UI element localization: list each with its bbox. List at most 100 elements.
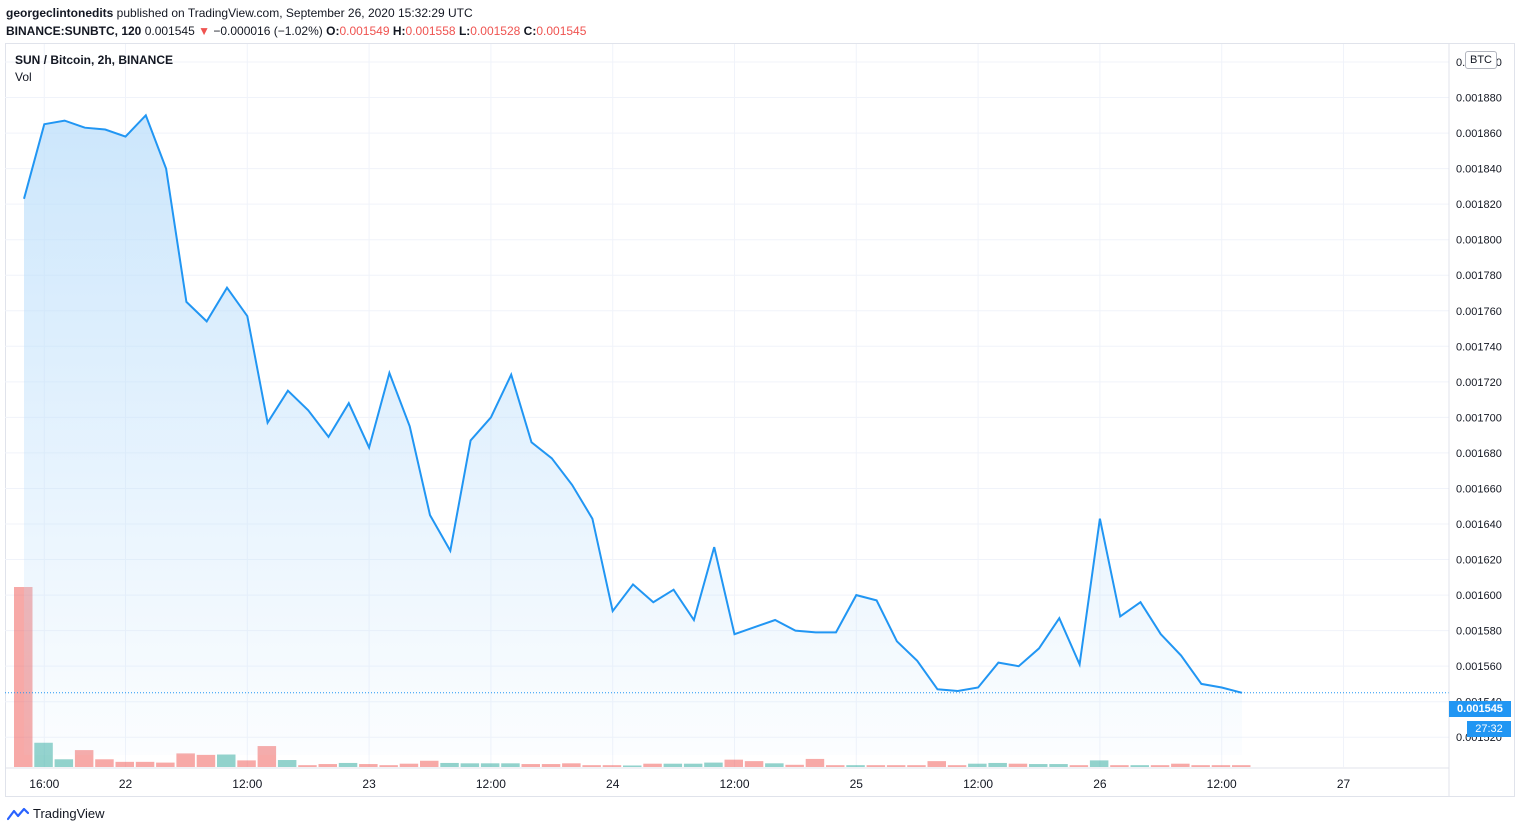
volume-bar xyxy=(1171,763,1190,767)
volume-bar xyxy=(663,763,683,767)
volume-bar xyxy=(623,765,642,767)
volume-bar xyxy=(338,762,358,767)
chart-header: georgeclintonedits published on TradingV… xyxy=(6,4,586,40)
time-tick-label: 26 xyxy=(1093,777,1107,791)
volume-bar xyxy=(1191,765,1210,767)
volume-bar xyxy=(704,762,723,767)
price-tick-label: 0.001660 xyxy=(1456,483,1502,495)
legend-volume[interactable]: Vol xyxy=(15,70,32,84)
time-tick-label: 27 xyxy=(1337,777,1351,791)
price-tick-label: 0.001620 xyxy=(1456,555,1502,567)
volume-bar xyxy=(54,759,74,767)
volume-bar xyxy=(480,763,500,767)
low-value: 0.001528 xyxy=(470,24,521,38)
volume-bar xyxy=(927,761,946,767)
time-tick-label: 12:00 xyxy=(963,777,993,791)
price-tick-label: 0.001840 xyxy=(1456,164,1502,176)
tradingview-logo-icon[interactable] xyxy=(7,807,29,821)
price-line xyxy=(23,113,1243,694)
price-tick-label: 0.001820 xyxy=(1456,199,1502,211)
close-value: 0.001545 xyxy=(536,24,587,38)
volume-bar xyxy=(562,763,581,767)
volume-bar xyxy=(318,764,337,767)
volume-bar xyxy=(359,764,378,767)
price-tick-label: 0.001860 xyxy=(1456,128,1502,140)
volume-bar xyxy=(1130,765,1149,767)
volume-bar xyxy=(582,765,601,767)
volume-bar xyxy=(988,762,1007,767)
publish-line: georgeclintonedits published on TradingV… xyxy=(6,4,586,22)
time-tick-label: 12:00 xyxy=(1207,777,1237,791)
volume-bar xyxy=(217,754,236,767)
price-tick-label: 0.001600 xyxy=(1456,590,1502,602)
last-price: 0.001545 xyxy=(144,24,195,38)
volume-bar xyxy=(1089,760,1109,767)
volume-bar xyxy=(805,758,825,767)
volume-bar xyxy=(521,764,540,767)
price-tick-label: 0.001560 xyxy=(1456,661,1502,673)
time-tick-label: 22 xyxy=(119,777,133,791)
volume-bar xyxy=(420,760,439,767)
volume-bar xyxy=(846,765,865,767)
price-tick-label: 0.001720 xyxy=(1456,377,1502,389)
chart-frame[interactable] xyxy=(5,43,1515,797)
chart-legend: SUN / Bitcoin, 2h, BINANCE Vol xyxy=(15,52,173,86)
volume-bar xyxy=(1150,765,1170,767)
volume-bar xyxy=(298,765,317,767)
high-value: 0.001558 xyxy=(405,24,456,38)
price-area xyxy=(24,115,1242,756)
price-tick-label: 0.001640 xyxy=(1456,519,1502,531)
volume-bar xyxy=(1029,764,1048,767)
volume-bar xyxy=(826,765,845,767)
symbol-label: BINANCE:SUNBTC, 120 xyxy=(6,24,142,38)
price-tick-label: 0.001580 xyxy=(1456,626,1502,638)
time-tick-label: 12:00 xyxy=(232,777,262,791)
volume-bar xyxy=(724,759,743,767)
price-tick-label: 0.001880 xyxy=(1456,93,1502,105)
volume-bar xyxy=(886,765,906,767)
author-name[interactable]: georgeclintonedits xyxy=(6,6,114,20)
volume-bar xyxy=(1232,765,1251,767)
volume-bar xyxy=(683,763,703,767)
volume-bar xyxy=(1211,765,1231,767)
volume-bar xyxy=(460,763,480,767)
volume-bar xyxy=(277,760,297,767)
brand-name[interactable]: TradingView xyxy=(33,806,105,821)
volume-bar xyxy=(176,753,195,767)
volume-bar xyxy=(115,761,134,767)
price-tick-label: 0.001740 xyxy=(1456,341,1502,353)
time-tick-label: 23 xyxy=(362,777,376,791)
close-label: C: xyxy=(523,24,537,38)
volume-bar xyxy=(866,765,886,767)
price-tick-label: 0.001760 xyxy=(1456,306,1502,318)
high-label: H: xyxy=(392,24,406,38)
volume-bar xyxy=(379,765,398,767)
volume-bar xyxy=(947,765,967,767)
volume-bar xyxy=(501,763,520,767)
volume-bar xyxy=(765,763,784,767)
volume-bar xyxy=(602,765,622,767)
time-tick-label: 24 xyxy=(606,777,620,791)
volume-bar xyxy=(95,759,114,767)
bar-countdown-tag: 27:32 xyxy=(1467,721,1511,737)
price-axis: 0.0019000.0018800.0018600.0018400.001820… xyxy=(1456,57,1502,744)
volume-bar xyxy=(399,763,419,767)
volume-bar xyxy=(907,765,926,767)
volume-bar xyxy=(135,761,155,767)
time-tick-label: 12:00 xyxy=(476,777,506,791)
volume-bar xyxy=(541,764,561,767)
footer: TradingView xyxy=(7,806,105,821)
volume-bar xyxy=(643,763,662,767)
volume-bar xyxy=(968,763,987,767)
legend-title[interactable]: SUN / Bitcoin, 2h, BINANCE xyxy=(15,53,174,67)
price-tick-label: 0.001700 xyxy=(1456,412,1502,424)
volume-bar xyxy=(440,762,459,767)
published-text: published on TradingView.com, September … xyxy=(113,6,473,20)
time-tick-label: 25 xyxy=(850,777,864,791)
currency-badge[interactable]: BTC xyxy=(1465,51,1497,69)
price-tick-label: 0.001800 xyxy=(1456,235,1502,247)
volume-bar xyxy=(744,761,764,767)
volume-bar xyxy=(156,762,175,767)
volume-bar xyxy=(1110,765,1129,767)
